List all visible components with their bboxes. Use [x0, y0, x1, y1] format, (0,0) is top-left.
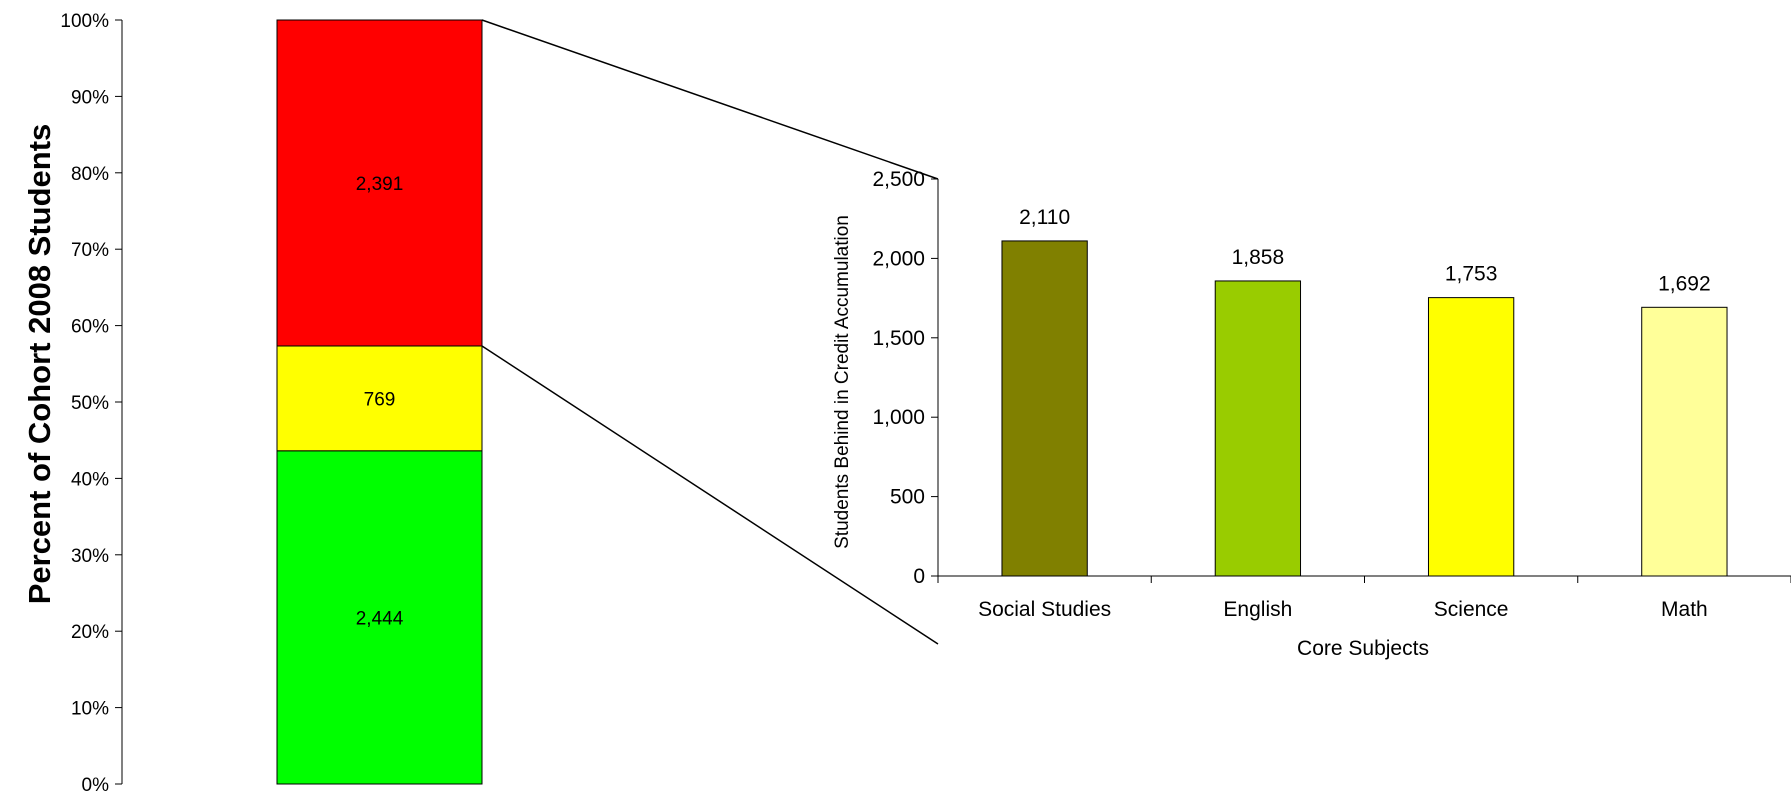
stacked-segment-label: 769 [364, 389, 396, 410]
right-y-tick-label: 500 [890, 486, 925, 509]
connector-line-top [481, 19, 939, 180]
left-y-tick-label: 20% [71, 622, 109, 643]
stacked-bar-chart: Percent of Cohort 2008 Students 0% 10% 20%… [22, 11, 483, 791]
right-y-axis-label: Students Behind in Credit Accumulation [832, 215, 853, 549]
left-y-tick-label: 100% [60, 11, 109, 32]
left-y-tick-label: 30% [71, 546, 109, 567]
left-y-tick-label: 40% [71, 469, 109, 490]
left-y-tick-label: 70% [71, 240, 109, 261]
subject-bars: 2,110 Social Studies 1,858 English 1,753 Scie… [937, 206, 1791, 621]
right-y-tick-label: 2,000 [872, 247, 925, 270]
connector-line-bottom [481, 345, 939, 645]
left-y-tick-label: 60% [71, 317, 109, 338]
subject-bar-chart: Students Behind in Credit Accumulation C… [832, 168, 1791, 660]
right-x-axis-label: Core Subjects [1297, 637, 1429, 660]
subject-bar-3 [1641, 306, 1728, 577]
subject-bar-value-label: 1,692 [1658, 272, 1711, 295]
stacked-segment-label: 2,391 [356, 174, 404, 195]
right-y-tick-label: 2,500 [872, 168, 925, 191]
right-y-tick-label: 0 [913, 565, 925, 588]
subject-bar-0 [1001, 240, 1088, 577]
left-y-tick-label: 0% [82, 775, 110, 791]
subject-category-label: Math [1661, 598, 1708, 621]
left-y-tick-label: 50% [71, 393, 109, 414]
stacked-segment-2 [276, 19, 483, 347]
stacked-segment-label: 2,444 [356, 608, 404, 629]
subject-bar-2 [1427, 297, 1515, 577]
right-y-ticks: 0 500 1,000 1,500 2,000 2,500 [872, 168, 938, 588]
subject-bar-value-label: 1,858 [1232, 246, 1285, 269]
left-y-tick-label: 10% [71, 699, 109, 720]
stacked-segment-1 [276, 345, 483, 452]
stacked-segment-0 [276, 450, 483, 785]
stacked-segments: 2,444 769 2,391 [276, 19, 483, 785]
left-y-tick-label: 80% [71, 164, 109, 185]
subject-bar-value-label: 1,753 [1445, 263, 1498, 286]
left-y-axis-label: Percent of Cohort 2008 Students [22, 124, 57, 605]
subject-category-label: Social Studies [978, 598, 1111, 621]
right-y-tick-label: 1,500 [872, 327, 925, 350]
subject-category-label: Science [1434, 598, 1509, 621]
left-y-ticks: 0% 10% 20% 30% 40% 50% 60% 70% 80% 90% 100% [60, 11, 122, 791]
subject-category-label: English [1223, 598, 1292, 621]
left-y-tick-label: 90% [71, 87, 109, 108]
subject-bar-1 [1214, 280, 1302, 577]
right-y-tick-label: 1,000 [872, 406, 925, 429]
subject-bar-value-label: 2,110 [1019, 206, 1070, 229]
